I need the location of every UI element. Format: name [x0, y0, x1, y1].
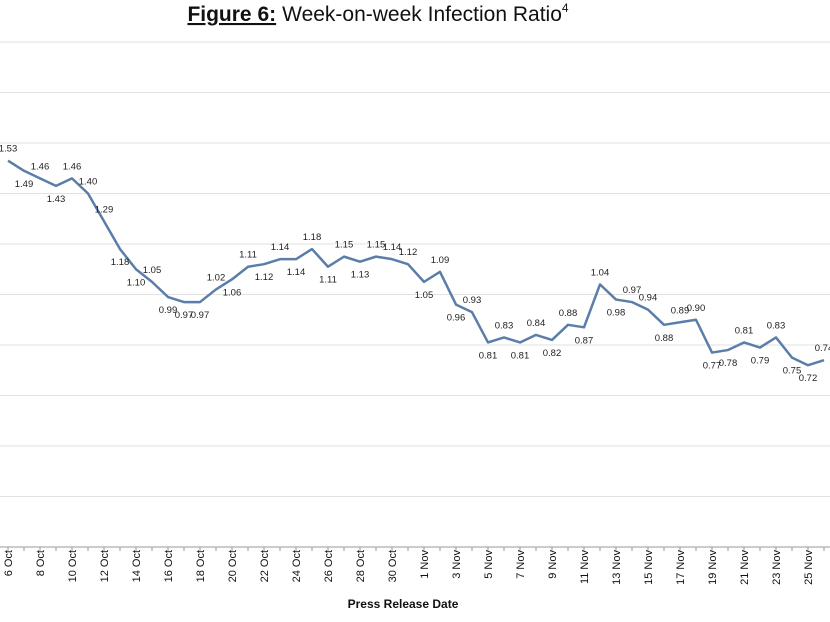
- data-label: 1.18: [303, 232, 322, 243]
- x-tick-label: 24 Oct: [291, 550, 303, 582]
- x-tick-label: 13 Nov: [611, 550, 623, 585]
- title-prefix: Figure 6:: [187, 3, 276, 26]
- x-tick-label: 15 Nov: [643, 550, 655, 585]
- data-label: 1.46: [63, 161, 82, 172]
- data-label: 0.81: [511, 350, 530, 361]
- data-label: 0.81: [479, 350, 498, 361]
- x-tick-label: 18 Oct: [195, 550, 207, 582]
- data-label: 0.96: [447, 313, 466, 324]
- line-series: [7, 159, 825, 367]
- data-label: 0.97: [623, 285, 642, 296]
- x-tick-label: 20 Oct: [227, 550, 239, 582]
- data-label: 1.40: [79, 177, 98, 188]
- x-tick-label: 17 Nov: [675, 550, 687, 585]
- x-tick-label: 26 Oct: [323, 550, 335, 582]
- x-tick-label: 7 Nov: [515, 550, 527, 579]
- data-label: 0.94: [639, 293, 658, 304]
- data-label: 0.83: [767, 320, 786, 331]
- data-label: 0.83: [495, 320, 514, 331]
- data-label: 1.15: [335, 240, 354, 251]
- data-label: 0.88: [559, 308, 578, 319]
- data-label: 1.49: [15, 179, 34, 190]
- data-label: 0.72: [799, 373, 818, 384]
- data-label: 1.43: [47, 194, 66, 205]
- data-label: 0.93: [463, 295, 482, 306]
- data-label: 0.81: [735, 325, 754, 336]
- data-label: 0.97: [175, 310, 194, 321]
- data-label: 0.82: [543, 348, 562, 359]
- data-label: 1.14: [383, 242, 402, 253]
- x-tick-label: 21 Nov: [739, 550, 751, 585]
- data-label: 1.06: [223, 287, 242, 298]
- data-label: 1.12: [399, 247, 418, 258]
- data-label: 1.05: [143, 265, 162, 276]
- data-label: 1.15: [367, 240, 386, 251]
- data-label: 0.88: [655, 333, 674, 344]
- x-tick-label: 12 Oct: [99, 550, 111, 582]
- x-tick-label: 6 Oct: [3, 550, 15, 576]
- x-tick-label: 28 Oct: [355, 550, 367, 582]
- x-tick-label: 23 Nov: [771, 550, 783, 585]
- x-tick-label: 11 Nov: [579, 550, 591, 585]
- data-label: 1.14: [271, 242, 290, 253]
- x-tick-label: 22 Oct: [259, 550, 271, 582]
- x-tick-label: 30 Oct: [387, 550, 399, 582]
- data-label: 1.46: [31, 161, 50, 172]
- chart-title: Week-on-week Infection Ratio: [282, 3, 562, 26]
- x-tick-label: 16 Oct: [163, 550, 175, 582]
- data-label: 0.98: [607, 308, 626, 319]
- x-tick-label: 25 Nov: [803, 550, 815, 585]
- data-label: 0.74: [815, 343, 830, 354]
- data-label: 1.12: [255, 272, 274, 283]
- x-tick-label: 10 Oct: [67, 550, 79, 582]
- data-label: 1.09: [431, 255, 450, 266]
- data-label: 0.79: [751, 356, 770, 367]
- data-label: 0.84: [527, 318, 546, 329]
- x-tick-label: 19 Nov: [707, 550, 719, 585]
- data-label: 1.02: [207, 272, 226, 283]
- x-tick-label: 5 Nov: [483, 550, 495, 579]
- data-label: 1.14: [287, 267, 306, 278]
- x-tick-label: 8 Oct: [35, 550, 47, 576]
- x-tick-label: 14 Oct: [131, 550, 143, 582]
- data-label: 0.97: [191, 310, 210, 321]
- data-label: 0.99: [159, 305, 178, 316]
- title-footnote: 4: [562, 1, 569, 15]
- data-label: 1.18: [111, 257, 130, 268]
- data-label: 1.11: [239, 250, 257, 261]
- data-label: 1.05: [415, 290, 434, 301]
- x-tick-label: 1 Nov: [419, 550, 431, 579]
- data-label: 1.11: [319, 275, 337, 286]
- data-label: 1.53: [0, 144, 17, 155]
- data-label: 0.87: [575, 335, 594, 346]
- data-label: 0.90: [687, 303, 706, 314]
- x-axis-label: Press Release Date: [348, 597, 459, 611]
- data-label: 1.29: [95, 204, 114, 215]
- data-label: 0.75: [783, 366, 802, 377]
- data-label: 0.77: [703, 361, 722, 372]
- chart-title-group: Figure 6: Week-on-week Infection Ratio4: [187, 1, 568, 26]
- data-label: 1.04: [591, 267, 610, 278]
- x-tick-label: 3 Nov: [451, 550, 463, 579]
- x-tick-label: 9 Nov: [547, 550, 559, 579]
- data-label: 0.89: [671, 305, 690, 316]
- data-label: 0.78: [719, 358, 738, 369]
- data-label: 1.13: [351, 270, 370, 281]
- data-label: 1.10: [127, 277, 146, 288]
